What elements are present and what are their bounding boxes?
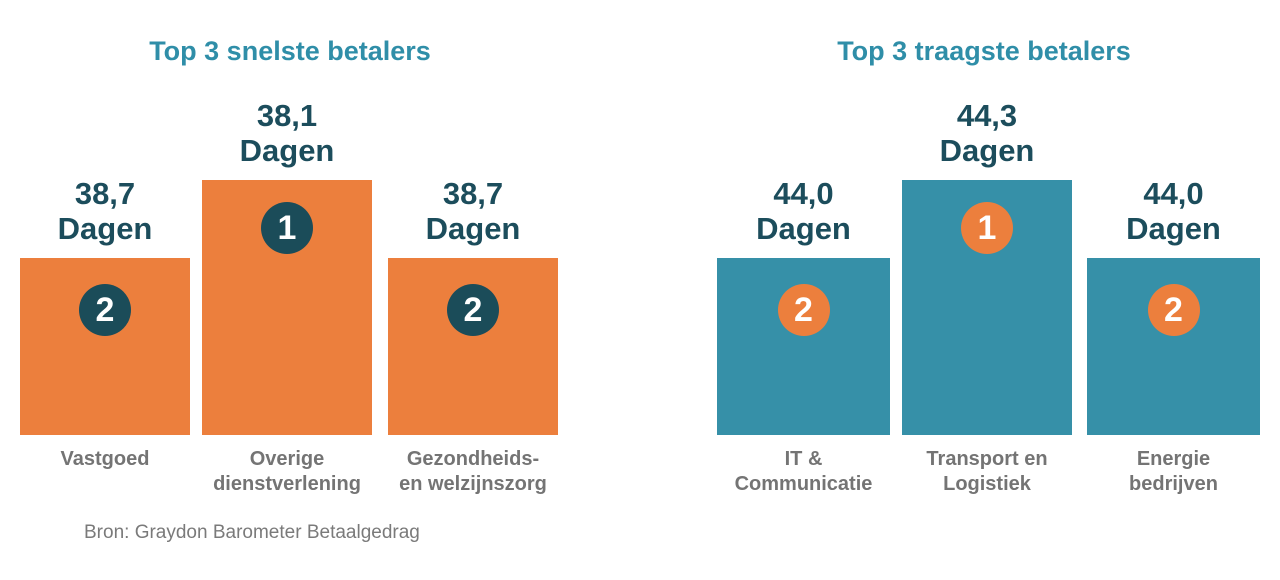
bar-1-2: 2 bbox=[1087, 258, 1260, 435]
chart-title-slowest: Top 3 traagste betalers bbox=[837, 36, 1131, 66]
value-number: 38,7 bbox=[442, 176, 504, 211]
value-label-1-1: 44,3 Dagen bbox=[940, 98, 1035, 168]
value-unit: Dagen bbox=[239, 133, 335, 168]
category-label-0-1: Overige dienstverlening bbox=[213, 447, 361, 497]
category-line: Transport en bbox=[926, 448, 1048, 470]
rank-badge-1-2: 2 bbox=[1147, 284, 1200, 336]
category-label-0-0: Vastgoed bbox=[61, 447, 150, 472]
value-label-0-1: 38,1 Dagen bbox=[240, 98, 335, 168]
bar-0-0: 2 bbox=[20, 258, 190, 435]
category-line: dienstverlening bbox=[213, 473, 361, 495]
category-line: en welzijnszorg bbox=[399, 473, 547, 495]
category-label-1-1: Transport en Logistiek bbox=[926, 447, 1047, 497]
category-line: Communicatie bbox=[734, 473, 873, 495]
rank-badge-1-1: 1 bbox=[961, 202, 1013, 254]
bar-0-2: 2 bbox=[388, 258, 558, 435]
category-line: Energie bbox=[1136, 448, 1211, 470]
value-unit: Dagen bbox=[1126, 211, 1221, 246]
value-unit: Dagen bbox=[939, 133, 1035, 168]
value-number: 44,0 bbox=[1143, 176, 1204, 211]
category-line: Overige bbox=[249, 448, 325, 470]
value-number: 44,0 bbox=[773, 176, 834, 211]
value-label-1-2: 44,0 Dagen bbox=[1126, 176, 1221, 246]
bar-1-0: 2 bbox=[717, 258, 890, 435]
value-label-1-0: 44,0 Dagen bbox=[756, 176, 851, 246]
rank-badge-0-0: 2 bbox=[79, 284, 131, 336]
rank-badge-0-1: 1 bbox=[261, 202, 313, 254]
category-label-0-2: Gezondheids-en welzijnszorg bbox=[399, 447, 547, 497]
rank-badge-1-0: 2 bbox=[777, 284, 830, 336]
category-line: Vastgoed bbox=[60, 448, 150, 470]
value-label-0-2: 38,7 Dagen bbox=[426, 176, 521, 246]
rank-badge-0-2: 2 bbox=[447, 284, 499, 336]
chart-title-fastest: Top 3 snelste betalers bbox=[149, 36, 431, 66]
value-number: 38,1 bbox=[256, 98, 318, 133]
value-unit: Dagen bbox=[425, 211, 521, 246]
category-line: Logistiek bbox=[943, 473, 1031, 495]
category-line: Gezondheids- bbox=[406, 448, 540, 470]
bar-1-1: 1 bbox=[902, 180, 1072, 435]
value-unit: Dagen bbox=[756, 211, 851, 246]
category-line: IT & bbox=[784, 448, 823, 470]
value-unit: Dagen bbox=[57, 211, 153, 246]
bar-0-1: 1 bbox=[202, 180, 372, 435]
category-label-1-2: Energie bedrijven bbox=[1129, 447, 1218, 497]
value-number: 38,7 bbox=[74, 176, 136, 211]
category-label-1-0: IT & Communicatie bbox=[735, 447, 873, 497]
source-note: Bron: Graydon Barometer Betaalgedrag bbox=[84, 522, 420, 543]
value-label-0-0: 38,7 Dagen bbox=[58, 176, 153, 246]
value-number: 44,3 bbox=[956, 98, 1018, 133]
category-line: bedrijven bbox=[1129, 473, 1218, 495]
